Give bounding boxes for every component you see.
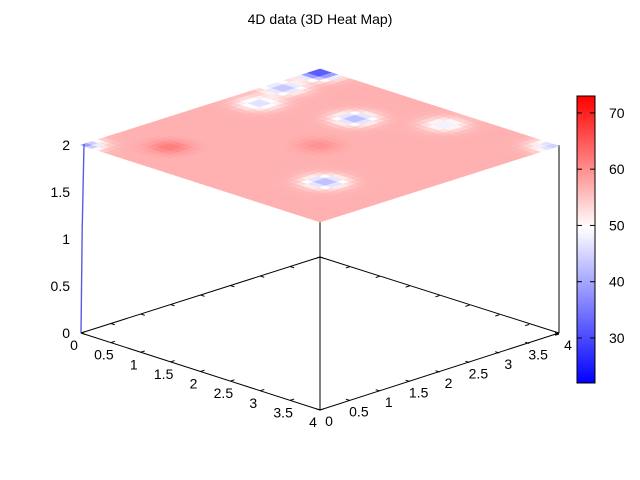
chart-title: 4D data (3D Heat Map) <box>248 11 393 27</box>
x-tick-label: 3 <box>249 395 257 411</box>
x-tick-label: 4 <box>309 414 317 430</box>
back-right-base-line <box>319 256 560 334</box>
y-tick-mark-far <box>260 275 265 278</box>
colorbar-tick-label: 50 <box>609 217 625 233</box>
y-tick-label: 2 <box>445 375 453 391</box>
x-tick-mark <box>230 379 235 382</box>
z-tick-label: 0 <box>62 325 70 341</box>
x-tick-mark <box>110 340 116 344</box>
y-tick-mark <box>375 389 380 392</box>
x-tick-mark-far <box>465 304 470 307</box>
x-tick-mark <box>140 350 145 353</box>
x-tick-label: 1 <box>130 356 138 372</box>
y-tick-label: 2.5 <box>469 366 489 382</box>
color-bar-gradient <box>577 96 595 383</box>
y-tick-label: 0 <box>325 413 333 429</box>
y-tick-mark-far <box>140 313 145 316</box>
x-tick-mark <box>170 360 175 363</box>
y-tick-mark <box>524 341 530 344</box>
x-tick-label: 2.5 <box>214 385 234 401</box>
z-tick-label: 1.5 <box>51 184 71 200</box>
colorbar-tick-label: 40 <box>609 274 625 290</box>
y-tick-mark <box>315 408 321 411</box>
x-tick-mark <box>200 369 205 372</box>
y-tick-mark <box>405 379 410 382</box>
x-tick-mark-far <box>315 256 321 259</box>
x-tick-label: 3.5 <box>273 404 293 420</box>
y-tick-mark <box>495 351 500 354</box>
x-tick-label: 0.5 <box>94 347 114 363</box>
color-bar-border <box>576 95 596 384</box>
y-tick-label: 1 <box>385 394 393 410</box>
y-tick-mark-far <box>230 285 235 288</box>
y-tick-mark <box>435 370 440 373</box>
x-tick-label: 0 <box>70 337 78 353</box>
color-bar: 30 40 50 60 70 <box>576 95 625 384</box>
x-tick-mark-far <box>375 275 380 279</box>
x-tick-mark-far <box>435 295 440 298</box>
x-tick-mark-far <box>495 314 500 317</box>
heat-surface <box>80 68 560 223</box>
y-tick-label: 1.5 <box>409 385 429 401</box>
y-tick-mark-far <box>319 256 325 259</box>
y-tick-mark-far <box>170 304 175 307</box>
y-tick-label: 0.5 <box>349 404 369 420</box>
left-edge-profile <box>80 144 85 334</box>
x-tick-mark <box>319 408 325 411</box>
x-tick-mark <box>289 398 295 401</box>
x-tick-mark-far <box>405 285 410 288</box>
y-tick-label: 3.5 <box>528 347 548 363</box>
y-tick-mark <box>465 360 470 363</box>
y-tick-mark-far <box>200 294 205 297</box>
z-tick-label: 2 <box>62 137 70 153</box>
x-tick-mark-far <box>345 266 351 269</box>
y-tick-label: 4 <box>564 337 572 353</box>
heat-cell <box>546 143 560 149</box>
y-tick-label: 3 <box>504 356 512 372</box>
edge-profile-line <box>80 144 85 334</box>
z-tick-label: 1 <box>62 231 70 247</box>
x-tick-mark <box>260 388 265 392</box>
y-tick-mark-far <box>110 323 116 326</box>
z-tick-label: 0.5 <box>51 278 71 294</box>
colorbar-tick-label: 60 <box>609 161 625 177</box>
y-tick-mark-far <box>80 332 86 335</box>
y-tick-mark-far <box>289 266 295 269</box>
x-tick-label: 1.5 <box>154 366 174 382</box>
y-tick-mark <box>554 332 560 335</box>
y-tick-mark <box>345 398 351 401</box>
x-tick-label: 2 <box>190 376 198 392</box>
x-tick-mark-far <box>524 323 530 327</box>
axis-ticks: 00.511.522.533.54 00.511.522.533.5400.511… <box>51 137 573 430</box>
colorbar-tick-label: 30 <box>609 330 625 346</box>
colorbar-tick-label: 70 <box>609 105 625 121</box>
